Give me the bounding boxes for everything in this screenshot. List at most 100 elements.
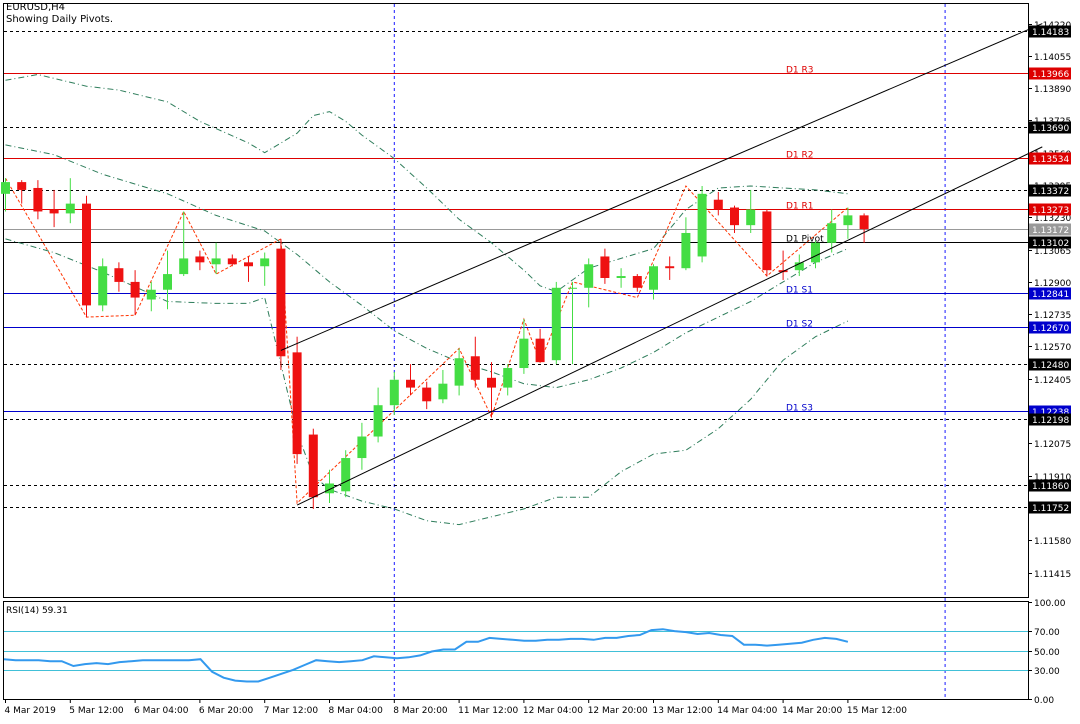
price-tag: 1.14183	[1032, 28, 1069, 38]
bullish-candle	[65, 178, 75, 224]
candle-body	[130, 281, 140, 298]
bearish-candle	[665, 256, 675, 280]
pivot-level-name: D1 R2	[786, 151, 814, 161]
main-chart-frame	[3, 3, 1029, 598]
bearish-candle	[713, 191, 723, 216]
price-tag-bg	[1029, 25, 1071, 38]
candle-body	[843, 215, 853, 226]
candle-body	[535, 338, 545, 363]
price-tag: 1.13690	[1032, 124, 1069, 134]
bearish-candle	[535, 328, 545, 363]
price-tag-bg	[1029, 203, 1071, 216]
candle-body	[114, 268, 124, 282]
bearish-candle	[195, 250, 205, 271]
symbol-label: EURUSD,H4	[6, 2, 66, 13]
pivot-level-name: D1 S2	[786, 320, 813, 330]
candle-body	[65, 203, 75, 214]
price-tag-bg	[1029, 184, 1071, 197]
rsi-tick-label: 100.00	[1034, 599, 1066, 609]
bullish-candle	[746, 189, 756, 233]
candle-body	[179, 258, 189, 275]
rsi-tick-label: 70.00	[1034, 628, 1060, 638]
time-tick-label: 12 Mar 04:00	[523, 706, 583, 716]
bullish-candle	[616, 268, 626, 288]
price-tag: 1.11752	[1032, 504, 1069, 514]
price-tag-bg	[1029, 321, 1071, 334]
price-tick-label: 1.12570	[1034, 343, 1071, 353]
bullish-candle	[697, 186, 707, 263]
bearish-candle	[114, 262, 124, 292]
bullish-candle	[568, 281, 577, 365]
candle-body	[406, 379, 415, 388]
bearish-candle	[130, 270, 140, 316]
candle-body	[33, 187, 43, 212]
price-tag-bg	[1029, 358, 1071, 371]
pivot-level-name: D1 R3	[786, 66, 814, 76]
bearish-candle	[422, 381, 432, 410]
candle-body	[17, 182, 27, 190]
bullish-candle	[389, 371, 399, 415]
price-axis: 1.142201.140551.138901.137251.135601.133…	[1028, 21, 1071, 580]
price-tag: 1.13966	[1032, 70, 1069, 80]
candle-body	[1, 182, 10, 194]
rsi-line	[3, 628, 849, 683]
bearish-candle	[859, 213, 869, 243]
bollinger-bands	[5, 73, 849, 526]
bullish-candle	[811, 240, 820, 269]
price-tick-label: 1.12900	[1034, 279, 1071, 289]
candle-body	[470, 356, 480, 380]
zigzag-line	[5, 177, 849, 505]
price-tag: 1.13172	[1032, 226, 1069, 236]
rsi-chart-frame	[3, 601, 1029, 700]
price-tick-label: 1.14055	[1034, 53, 1071, 63]
bullish-candle	[325, 469, 334, 504]
bullish-candle	[503, 364, 513, 396]
candle-body	[357, 436, 367, 459]
time-tick-label: 15 Mar 12:00	[847, 706, 907, 716]
pivot-level-name: D1 S1	[786, 286, 813, 296]
period-separators	[393, 4, 946, 699]
candle-body	[551, 287, 561, 361]
candle-body	[308, 434, 318, 498]
price-tick-label: 1.11910	[1034, 473, 1071, 483]
bearish-candle	[33, 180, 43, 220]
bearish-candle	[487, 362, 496, 417]
bearish-candle	[244, 256, 253, 282]
rsi-title: RSI(14) 59.31	[6, 606, 68, 616]
candle-body	[519, 338, 529, 369]
time-tick-label: 5 Mar 12:00	[69, 706, 124, 716]
candle-body	[292, 352, 302, 455]
candle-body	[373, 405, 383, 437]
time-tick-label: 14 Mar 04:00	[717, 706, 777, 716]
rsi-tick-label: 0.00	[1034, 696, 1054, 706]
bearish-candle	[17, 180, 27, 204]
candle-body	[649, 266, 658, 290]
price-tag-bg	[1029, 479, 1071, 492]
bearish-candle	[227, 254, 237, 267]
bearish-candle	[406, 364, 415, 396]
pivot-level-names: D1 R3 D1 R2 D1 R1 D1 Pivot D1 S1 D1 S2 D1 S3	[786, 66, 824, 414]
bullish-candle	[373, 387, 383, 443]
candle-body	[341, 458, 351, 492]
bearish-candle	[82, 195, 91, 318]
bullish-candle	[1, 178, 10, 212]
price-tick-label: 1.12075	[1034, 440, 1071, 450]
candle-body	[794, 262, 804, 271]
rsi-tick-label: 30.00	[1034, 667, 1060, 677]
price-tag: 1.12670	[1032, 324, 1069, 334]
candle-body	[146, 289, 156, 300]
price-tag: 1.11860	[1032, 482, 1069, 492]
bullish-candle	[438, 369, 448, 404]
candle-body	[681, 232, 691, 269]
candle-body	[98, 266, 108, 306]
bullish-candle	[519, 319, 529, 374]
bollinger-middle-band	[5, 144, 849, 389]
bearish-candle	[762, 209, 772, 277]
candle-body	[195, 256, 205, 263]
zigzag-path	[5, 177, 849, 505]
price-level-tags: 1.14183 1.13966 1.13690 1.13534 1.13372 1.132…	[1029, 25, 1071, 514]
candle-body	[811, 242, 820, 263]
price-tag: 1.13273	[1032, 206, 1069, 216]
